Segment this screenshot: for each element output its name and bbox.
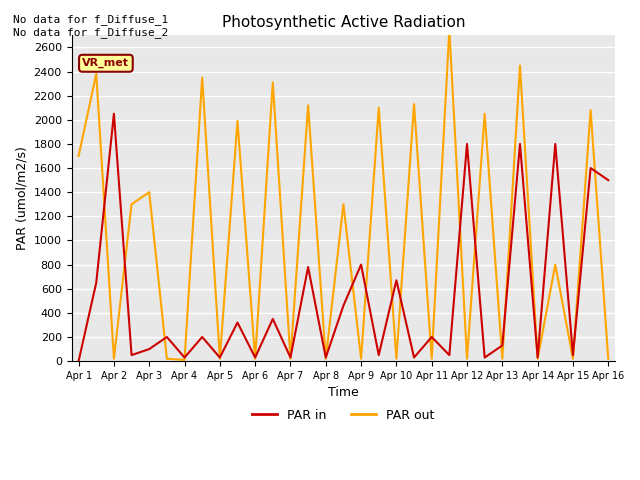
PAR out bbox=[392, 356, 400, 361]
Title: Photosynthetic Active Radiation: Photosynthetic Active Radiation bbox=[221, 15, 465, 30]
PAR in bbox=[499, 343, 506, 348]
PAR out bbox=[269, 80, 276, 85]
PAR out bbox=[92, 71, 100, 77]
PAR out bbox=[198, 75, 206, 81]
PAR out bbox=[340, 202, 348, 207]
PAR in bbox=[481, 355, 488, 360]
PAR out bbox=[428, 356, 436, 361]
PAR out bbox=[410, 101, 418, 107]
PAR in bbox=[534, 355, 541, 360]
PAR in bbox=[463, 141, 471, 147]
PAR in bbox=[552, 141, 559, 147]
PAR out bbox=[499, 356, 506, 361]
PAR out bbox=[463, 356, 471, 361]
PAR in bbox=[304, 264, 312, 270]
PAR out bbox=[375, 105, 383, 110]
PAR out bbox=[145, 189, 153, 195]
PAR in bbox=[287, 355, 294, 360]
PAR in bbox=[569, 352, 577, 358]
PAR in bbox=[375, 352, 383, 358]
PAR in bbox=[587, 165, 595, 171]
Y-axis label: PAR (umol/m2/s): PAR (umol/m2/s) bbox=[15, 146, 28, 250]
PAR in bbox=[128, 352, 136, 358]
PAR in bbox=[340, 303, 348, 309]
PAR in bbox=[180, 355, 188, 360]
PAR out bbox=[234, 118, 241, 124]
PAR out bbox=[75, 153, 83, 159]
PAR out bbox=[180, 357, 188, 363]
PAR out bbox=[322, 356, 330, 361]
PAR out bbox=[516, 62, 524, 68]
PAR out bbox=[481, 111, 488, 117]
PAR in bbox=[75, 358, 83, 364]
PAR out bbox=[287, 356, 294, 361]
PAR in bbox=[110, 111, 118, 117]
Legend: PAR in, PAR out: PAR in, PAR out bbox=[247, 404, 440, 427]
PAR out bbox=[534, 356, 541, 361]
Text: No data for f_Diffuse_1
No data for f_Diffuse_2: No data for f_Diffuse_1 No data for f_Di… bbox=[13, 14, 168, 38]
PAR out bbox=[552, 262, 559, 267]
Line: PAR in: PAR in bbox=[79, 114, 608, 361]
PAR in bbox=[445, 352, 453, 358]
PAR in bbox=[322, 355, 330, 360]
X-axis label: Time: Time bbox=[328, 386, 359, 399]
PAR in bbox=[234, 320, 241, 325]
PAR in bbox=[252, 355, 259, 360]
PAR out bbox=[445, 26, 453, 32]
PAR in bbox=[392, 277, 400, 283]
PAR in bbox=[604, 177, 612, 183]
PAR in bbox=[145, 346, 153, 352]
PAR out bbox=[357, 356, 365, 361]
PAR in bbox=[410, 355, 418, 360]
PAR out bbox=[128, 202, 136, 207]
PAR in bbox=[269, 316, 276, 322]
Line: PAR out: PAR out bbox=[79, 29, 608, 360]
PAR out bbox=[110, 356, 118, 361]
PAR in bbox=[357, 262, 365, 267]
PAR out bbox=[569, 356, 577, 361]
PAR in bbox=[428, 334, 436, 340]
PAR in bbox=[216, 355, 223, 360]
PAR out bbox=[216, 356, 223, 361]
PAR out bbox=[304, 102, 312, 108]
PAR out bbox=[587, 107, 595, 113]
PAR in bbox=[163, 334, 171, 340]
PAR in bbox=[92, 280, 100, 286]
PAR in bbox=[516, 141, 524, 147]
PAR in bbox=[198, 334, 206, 340]
PAR out bbox=[252, 356, 259, 361]
PAR out bbox=[163, 356, 171, 361]
PAR out bbox=[604, 356, 612, 361]
Text: VR_met: VR_met bbox=[83, 58, 129, 69]
